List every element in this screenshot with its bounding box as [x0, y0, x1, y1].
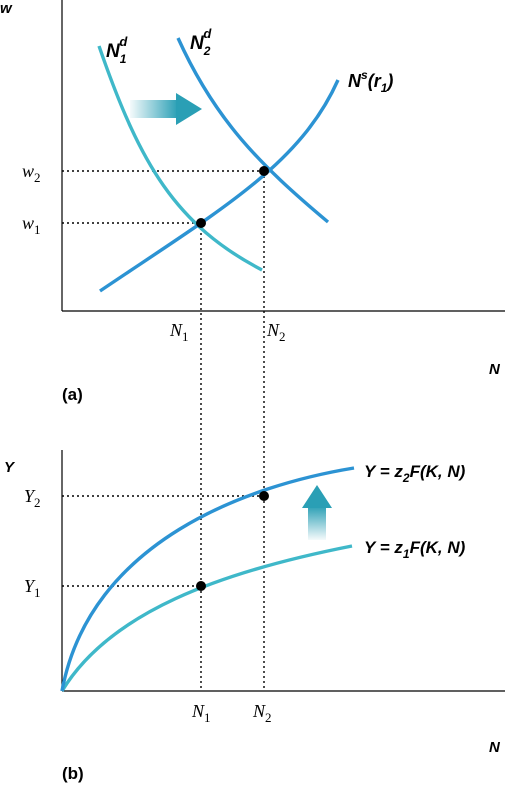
- label-production-1: Y = z1F(K, N): [364, 538, 466, 561]
- equilibrium-point-2: [259, 166, 269, 176]
- panel-a-y-axis-label: w: [0, 0, 13, 17]
- panel-a-x-axis-label: N: [489, 361, 501, 378]
- panel-b-guides: [62, 495, 265, 691]
- tick-label-w2: w2: [22, 161, 41, 185]
- tick-label-n1-b: N1: [191, 701, 211, 725]
- production-point-1: [196, 581, 206, 591]
- curve-labor-supply: [99, 79, 340, 293]
- panel-b-x-axis-label: N: [489, 739, 501, 756]
- shift-arrow-right: [130, 93, 202, 125]
- label-production-2: Y = z2F(K, N): [364, 462, 466, 485]
- curve-production-1: [60, 544, 353, 692]
- panel-a-guides: [62, 170, 265, 586]
- curve-labor-demand-2: [176, 37, 330, 224]
- tick-label-y2: Y2: [24, 486, 41, 510]
- tick-label-y1: Y1: [24, 576, 41, 600]
- tick-label-n2-b: N2: [252, 701, 272, 725]
- tick-label-w1: w1: [22, 213, 41, 237]
- panel-b-axes: [61, 450, 505, 692]
- tick-label-n2-a: N2: [266, 320, 286, 344]
- panel-a-label: (a): [62, 385, 83, 404]
- panel-a: w N (a) N1d N2d Ns(r1) w2 w1 N1 N2: [0, 0, 505, 586]
- label-labor-supply: Ns(r1): [348, 68, 393, 95]
- label-labor-demand-2: N2d: [190, 26, 212, 58]
- production-point-2: [259, 491, 269, 501]
- curve-production-2: [60, 466, 355, 692]
- panel-a-axes: [61, 0, 505, 312]
- tick-label-n1-a: N1: [169, 320, 189, 344]
- panel-b-label: (b): [62, 764, 84, 783]
- panel-b-y-axis-label: Y: [4, 459, 16, 476]
- label-labor-demand-1: N1d: [106, 34, 128, 66]
- curve-labor-demand-1: [97, 45, 263, 272]
- panel-b: Y N (b) Y = z2F(K, N) Y = z1F(K, N) Y2 Y…: [4, 450, 505, 783]
- equilibrium-point-1: [196, 218, 206, 228]
- shift-arrow-up: [302, 485, 332, 540]
